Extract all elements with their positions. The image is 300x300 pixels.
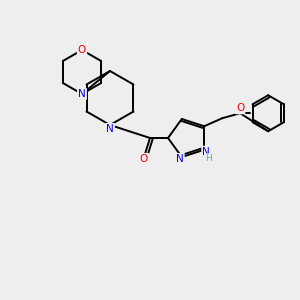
Text: N: N [106, 124, 114, 134]
Text: O: O [140, 154, 148, 164]
Text: N: N [202, 147, 210, 157]
Text: N: N [78, 89, 86, 99]
Text: H: H [205, 154, 211, 163]
Text: O: O [236, 103, 244, 113]
Text: O: O [78, 45, 86, 55]
Text: N: N [176, 154, 184, 164]
